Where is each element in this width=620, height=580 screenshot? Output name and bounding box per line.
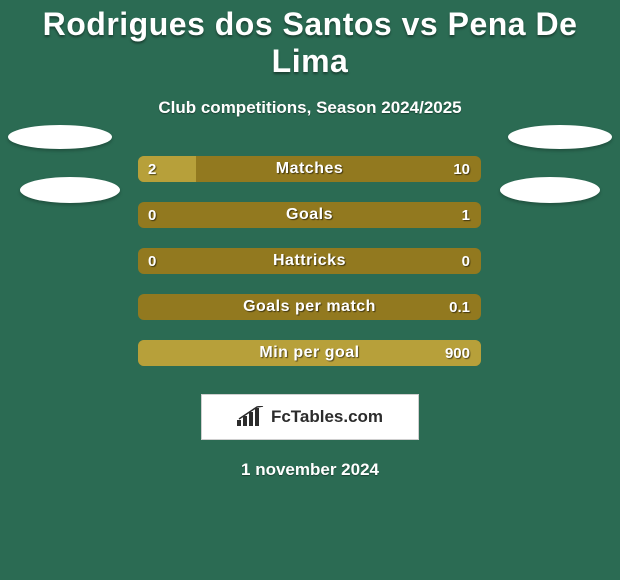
bar-track <box>138 340 481 366</box>
attribution-text: FcTables.com <box>271 407 383 427</box>
value-right: 10 <box>453 156 470 182</box>
stat-row: Matches210 <box>0 146 620 192</box>
stat-row: Hattricks00 <box>0 238 620 284</box>
value-right: 1 <box>462 202 470 228</box>
attribution-box: FcTables.com <box>201 394 419 440</box>
bar-fill <box>138 156 196 182</box>
value-left: 0 <box>148 202 156 228</box>
bar-fill <box>138 340 481 366</box>
stat-rows: Matches210Goals01Hattricks00Goals per ma… <box>0 146 620 376</box>
stat-row: Goals01 <box>0 192 620 238</box>
comparison-infographic: Rodrigues dos Santos vs Pena De Lima Clu… <box>0 0 620 580</box>
bars-icon <box>237 406 265 428</box>
value-right: 0 <box>462 248 470 274</box>
date-text: 1 november 2024 <box>0 460 620 480</box>
page-subtitle: Club competitions, Season 2024/2025 <box>0 98 620 118</box>
value-left: 2 <box>148 156 156 182</box>
page-title: Rodrigues dos Santos vs Pena De Lima <box>0 0 620 80</box>
bar-track <box>138 294 481 320</box>
stat-row: Goals per match0.1 <box>0 284 620 330</box>
value-right: 900 <box>445 340 470 366</box>
stat-row: Min per goal900 <box>0 330 620 376</box>
bar-track <box>138 248 481 274</box>
bar-track <box>138 156 481 182</box>
value-right: 0.1 <box>449 294 470 320</box>
value-left: 0 <box>148 248 156 274</box>
bar-track <box>138 202 481 228</box>
